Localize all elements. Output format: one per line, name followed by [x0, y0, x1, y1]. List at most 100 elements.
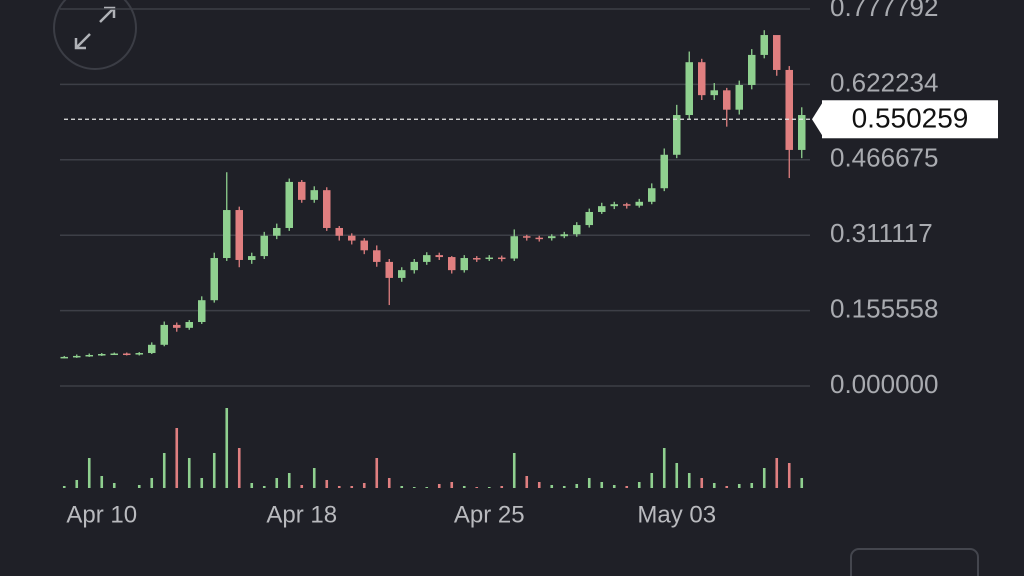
- volume-bar: [537, 482, 541, 488]
- candle-body: [685, 62, 693, 116]
- volume-bar: [212, 453, 216, 488]
- volume-bar: [387, 478, 391, 488]
- volume-bar: [800, 478, 804, 488]
- volume-bar: [350, 486, 354, 488]
- candle-body: [523, 236, 531, 238]
- expand-button[interactable]: [53, 0, 137, 70]
- candle-body: [548, 236, 556, 239]
- y-tick-label: 0.777792: [830, 0, 938, 22]
- candle-body: [448, 257, 456, 271]
- candle-body: [123, 353, 131, 356]
- candle-body: [623, 204, 631, 206]
- volume-bar: [375, 458, 379, 488]
- price-tag: [822, 100, 998, 139]
- candle-body: [698, 62, 706, 96]
- y-tick-label: 0.155558: [830, 293, 938, 323]
- volume-bar: [737, 484, 741, 488]
- candle-body: [385, 261, 393, 278]
- candle-body: [723, 90, 731, 110]
- volume-bar: [775, 458, 779, 488]
- candle-body: [535, 237, 543, 240]
- candle-body: [798, 115, 806, 150]
- candle-body: [460, 258, 468, 271]
- y-tick-label: 0.622234: [830, 67, 938, 97]
- candle-body: [785, 69, 793, 150]
- volume-bar: [462, 486, 466, 488]
- volume-bar: [337, 486, 341, 488]
- volume-bar: [412, 487, 416, 488]
- candle-body: [673, 115, 681, 155]
- volume-bar: [675, 463, 679, 488]
- volume-bar: [175, 428, 179, 488]
- candle-body: [423, 255, 431, 262]
- volume-bar: [475, 487, 479, 488]
- volume-bar: [712, 483, 716, 488]
- volume-bar: [100, 476, 104, 488]
- candle-body: [748, 54, 756, 85]
- x-tick-label: Apr 10: [66, 501, 137, 528]
- candle-body: [710, 90, 718, 96]
- volume-bar: [325, 480, 329, 488]
- x-tick-label: Apr 25: [454, 501, 525, 528]
- candle-body: [410, 261, 418, 271]
- bottom-button[interactable]: [850, 548, 979, 576]
- y-tick-label: 0.311117: [830, 218, 933, 248]
- candle-body: [185, 322, 193, 328]
- volume-bar: [562, 486, 566, 488]
- volume-bar: [725, 486, 729, 488]
- candle-body: [110, 353, 118, 356]
- candle-body: [735, 84, 743, 110]
- volume-bar: [575, 484, 579, 488]
- candle-body: [585, 211, 593, 226]
- volume-bar: [112, 483, 116, 488]
- volume-bar: [612, 485, 616, 488]
- volume-bar: [300, 485, 304, 488]
- candle-body: [135, 353, 143, 355]
- candle-body: [73, 355, 81, 358]
- candle-body: [248, 256, 256, 260]
- candle-body: [260, 235, 268, 257]
- candle-body: [660, 154, 668, 189]
- volume-bar: [525, 476, 529, 488]
- volume-bar: [312, 468, 316, 488]
- volume-bar: [87, 458, 91, 488]
- volume-bar: [150, 478, 154, 488]
- candle-body: [498, 257, 506, 260]
- volume-bar: [287, 473, 291, 488]
- volume-bar: [587, 478, 591, 488]
- volume-bar: [650, 473, 654, 488]
- candle-body: [510, 236, 518, 259]
- price-tag-arrow: [812, 100, 824, 139]
- volume-bar: [62, 486, 66, 488]
- volume-bar: [250, 483, 254, 488]
- candle-body: [573, 225, 581, 235]
- volume-bar: [512, 453, 516, 488]
- x-tick-label: Apr 18: [266, 501, 337, 528]
- candle-body: [160, 324, 168, 345]
- volume-bar: [225, 408, 229, 488]
- candle-body: [173, 324, 181, 328]
- candle-body: [235, 210, 243, 260]
- candle-body: [198, 300, 206, 323]
- last-price-label: 0.550259: [852, 103, 969, 134]
- volume-bar: [137, 485, 141, 488]
- volume-bar: [275, 478, 279, 488]
- candle-body: [285, 181, 293, 228]
- candle-body: [60, 356, 68, 359]
- candle-body: [323, 190, 331, 228]
- candle-body: [273, 227, 281, 236]
- volume-bar: [687, 473, 691, 488]
- volume-bar: [162, 453, 166, 488]
- candle-body: [335, 227, 343, 236]
- candle-body: [398, 270, 406, 278]
- candle-body: [148, 344, 156, 354]
- candle-body: [635, 201, 643, 206]
- volume-bar: [625, 486, 629, 488]
- volume-bar: [600, 482, 604, 488]
- volume-bar: [200, 478, 204, 488]
- candle-body: [310, 190, 318, 200]
- candle-body: [298, 181, 306, 200]
- volume-bar: [487, 487, 491, 488]
